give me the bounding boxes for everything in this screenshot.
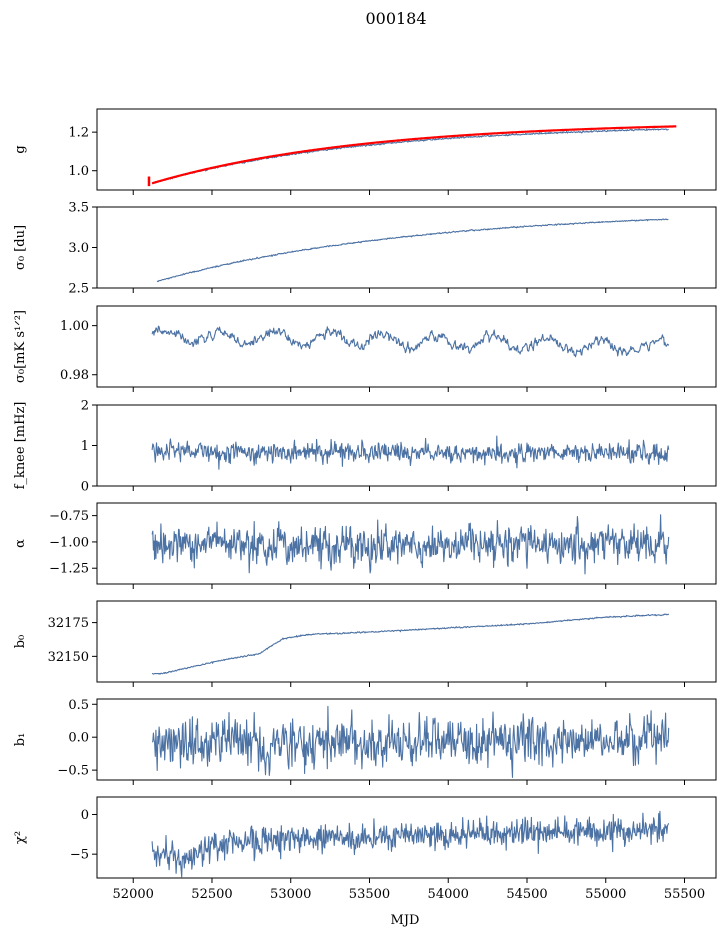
y-tick-label-b1: 0.0 bbox=[68, 731, 89, 746]
y-tick-label-alpha: −1.25 bbox=[49, 562, 89, 577]
axes-frame-b1 bbox=[96, 698, 717, 781]
y-tick-label-fknee: 1 bbox=[81, 439, 89, 454]
y-tick-label-b1: 0.5 bbox=[68, 698, 89, 713]
axes-frame-sigma0-du bbox=[96, 206, 717, 289]
panel-b0: 32150 32175 b₀ bbox=[13, 600, 717, 687]
y-axis-label-alpha: α bbox=[13, 539, 28, 548]
panel-chi2: −5 0 52000 52500 53000 53500 54000 54500 55000 55… bbox=[13, 796, 717, 902]
y-tick-label-chi2: −5 bbox=[70, 848, 89, 863]
x-tick-label: 52500 bbox=[191, 887, 232, 902]
x-axis-label: MJD bbox=[391, 913, 420, 928]
panel-b1: −0.5 0.0 0.5 b₁ bbox=[13, 698, 717, 785]
panel-sigma0-mk: 0.98 1.00 σ₀[mK s¹ᐟ²] bbox=[13, 305, 717, 392]
panel-sigma0-du: 2.5 3.0 3.5 σ₀ [du] bbox=[13, 201, 717, 297]
axes-frame-sigma0-mk bbox=[96, 305, 717, 388]
y-tick-label-sigma0-mk: 1.00 bbox=[60, 319, 89, 334]
x-tick-label: 53000 bbox=[270, 887, 311, 902]
y-axis-label-g: g bbox=[13, 145, 28, 153]
x-tick-label: 54500 bbox=[506, 887, 547, 902]
y-tick-label-g: 1.0 bbox=[68, 164, 89, 179]
series-line-sigma0-du bbox=[156, 218, 669, 283]
series-line-sigma0-mk bbox=[151, 325, 670, 358]
y-tick-label-sigma0-mk: 0.98 bbox=[60, 368, 89, 383]
y-axis-label-chi2: χ² bbox=[13, 831, 28, 844]
axes-frame-chi2 bbox=[96, 796, 717, 879]
panel-fknee: 0 1 2 f_knee [mHz] bbox=[13, 399, 717, 495]
series-line-fknee bbox=[151, 435, 670, 470]
panels: 1.0 1.2 g 2.5 3.0 3.5 σ₀ [du] 0.98 1.00 σ₀[mK s¹ᐟ… bbox=[13, 108, 717, 902]
series-line-b0 bbox=[152, 613, 670, 675]
y-axis-label-sigma0-mk: σ₀[mK s¹ᐟ²] bbox=[13, 310, 28, 383]
series-line-b1 bbox=[151, 705, 670, 778]
y-tick-label-fknee: 2 bbox=[81, 399, 89, 414]
x-tick-label: 52000 bbox=[113, 887, 154, 902]
x-tick-label: 55000 bbox=[585, 887, 626, 902]
axes-frame-b0 bbox=[96, 600, 717, 683]
y-tick-label-sigma0-du: 3.0 bbox=[68, 241, 89, 256]
fit-line-g bbox=[151, 125, 677, 185]
y-tick-label-sigma0-du: 3.5 bbox=[68, 201, 89, 216]
x-tick-label: 55500 bbox=[664, 887, 705, 902]
y-axis-label-b0: b₀ bbox=[13, 635, 28, 649]
panel-g: 1.0 1.2 g bbox=[13, 108, 717, 195]
y-tick-label-fknee: 0 bbox=[81, 480, 89, 495]
y-tick-label-b0: 32150 bbox=[48, 650, 89, 665]
series-line-alpha bbox=[151, 514, 670, 575]
series-line-g bbox=[152, 128, 669, 184]
figure-title: 000184 bbox=[365, 9, 426, 28]
y-tick-label-b0: 32175 bbox=[48, 616, 89, 631]
panel-alpha: −1.25 −1.00 −0.75 α bbox=[13, 502, 717, 589]
x-tick-label: 53500 bbox=[349, 887, 390, 902]
x-tick-label: 54000 bbox=[428, 887, 469, 902]
axes-frame-fknee bbox=[96, 404, 717, 487]
y-axis-label-fknee: f_knee [mHz] bbox=[13, 402, 28, 490]
y-axis-label-b1: b₁ bbox=[13, 733, 28, 747]
y-tick-label-sigma0-du: 2.5 bbox=[68, 282, 89, 297]
axes-frame-alpha bbox=[96, 502, 717, 585]
y-tick-label-alpha: −0.75 bbox=[49, 509, 89, 524]
series-line-chi2 bbox=[151, 810, 670, 878]
y-tick-label-chi2: 0 bbox=[81, 808, 89, 823]
axes-frame-g bbox=[96, 108, 717, 191]
y-tick-label-g: 1.2 bbox=[68, 126, 89, 141]
y-tick-label-b1: −0.5 bbox=[57, 764, 89, 779]
y-axis-label-sigma0-du: σ₀ [du] bbox=[13, 225, 28, 270]
y-tick-label-alpha: −1.00 bbox=[49, 535, 89, 550]
